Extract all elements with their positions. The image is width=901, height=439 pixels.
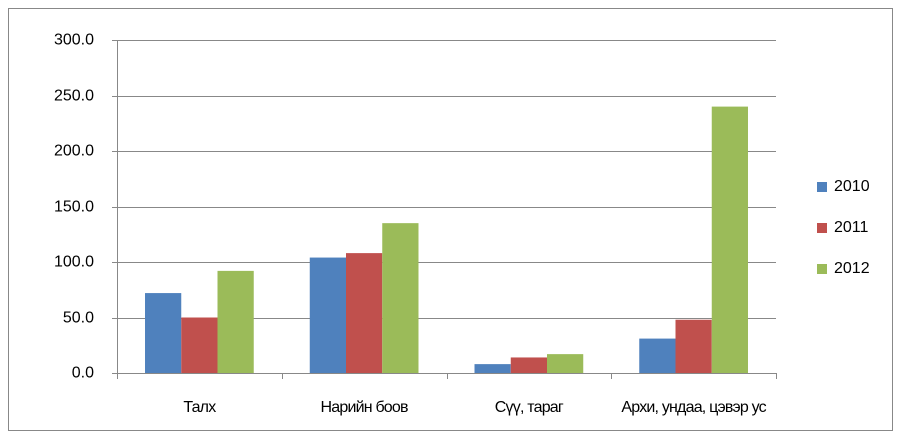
y-tick-label: 200.0 [54,143,94,160]
legend-swatch [817,264,827,274]
bar [675,319,712,373]
y-tick-label: 100.0 [54,254,94,271]
bar [145,293,182,373]
y-tick-label: 50.0 [63,310,94,327]
y-tick-label: 150.0 [54,199,94,216]
bar [346,253,383,373]
bar [510,357,547,373]
bar [546,354,584,373]
y-tick-label: 0.0 [72,365,94,382]
x-tick-label: Архи, ундаа, цэвэр ус [621,399,766,416]
bar [474,364,511,373]
y-tick-label: 300.0 [54,32,94,49]
bar [639,338,676,373]
bar [309,257,347,373]
bar [711,106,748,373]
x-tick-label: Талх [183,399,216,416]
legend-swatch [817,223,827,233]
legend-label: 2010 [834,178,870,195]
bar [382,223,419,373]
y-tick-label: 250.0 [54,88,94,105]
x-tick-label: Нарийн боов [321,399,408,416]
bar [181,317,218,373]
legend-label: 2011 [834,219,869,236]
x-tick-label: Сүү, тараг [495,399,564,416]
legend-swatch [817,182,827,192]
bar [217,270,254,373]
legend-label: 2012 [834,260,870,277]
chart-frame [8,8,893,431]
